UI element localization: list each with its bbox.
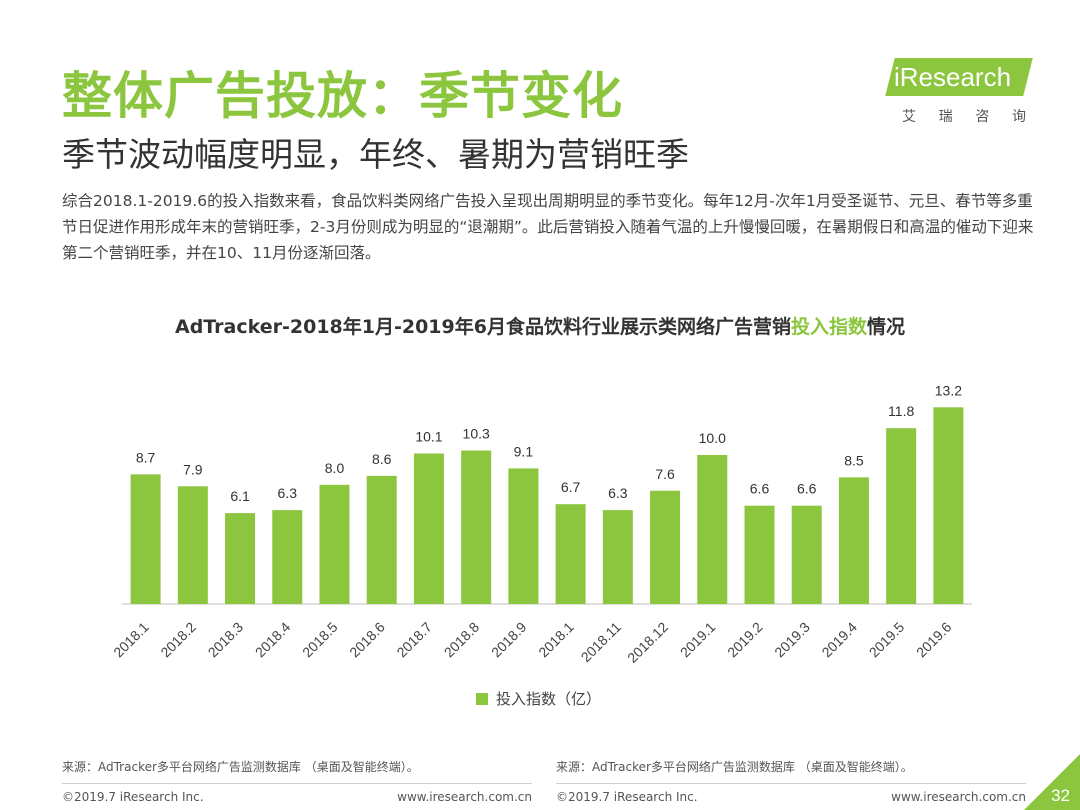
bar-2018.11	[602, 510, 633, 604]
footer-copyright: ©2019.7 iResearch Inc.	[62, 790, 204, 804]
chart-title-main: AdTracker-2018年1月-2019年6月食品饮料行业展示类网络广告营销	[174, 316, 791, 338]
category-label: 2018.6	[346, 619, 388, 661]
footer-divider	[62, 783, 532, 784]
bar-2019.6	[933, 407, 964, 604]
logo-cn-char: 咨	[975, 109, 990, 125]
data-label: 8.5	[844, 452, 864, 468]
footer-left: 来源：AdTracker多平台网络广告监测数据库 （桌面及智能终端）。 ©201…	[62, 758, 532, 804]
category-label: 2018.7	[393, 619, 435, 661]
bar-2019.5	[886, 428, 917, 604]
bar-2018.4	[272, 510, 303, 604]
data-label: 8.7	[136, 449, 156, 465]
bar-2018.1	[555, 504, 586, 604]
chart-title: AdTracker-2018年1月-2019年6月食品饮料行业展示类网络广告营销…	[0, 312, 1080, 339]
bar-2019.1	[697, 455, 728, 604]
bar-2018.2	[177, 486, 208, 604]
footer-divider	[556, 783, 1026, 784]
bar-chart: 8.7 2018.1 7.9 2018.2 6.1 2018.3 6.3 2018.4 8.0 2…	[110, 382, 972, 666]
data-label: 6.1	[230, 488, 250, 504]
category-label: 2018.4	[252, 619, 294, 661]
bar-2018.9	[508, 468, 539, 604]
category-label: 2019.6	[913, 619, 955, 661]
category-label: 2018.8	[441, 619, 483, 661]
data-label: 9.1	[514, 443, 534, 459]
data-label: 6.6	[750, 481, 770, 497]
category-label: 2018.5	[299, 619, 341, 661]
category-label: 2018.11	[578, 619, 625, 666]
corner-accent	[1024, 754, 1080, 810]
chart-title-highlight: 投入指数	[790, 316, 867, 338]
bar-2018.7	[413, 453, 444, 604]
data-label: 13.2	[935, 382, 962, 398]
chart-title-suffix: 情况	[867, 316, 906, 338]
logo-cn-char: 瑞	[938, 109, 953, 125]
bar-2018.5	[319, 484, 350, 604]
summary-paragraph: 综合2018.1-2019.6的投入指数来看，食品饮料类网络广告投入呈现出周期明…	[62, 192, 1034, 262]
footer-source: 来源：AdTracker多平台网络广告监测数据库 （桌面及智能终端）。	[62, 760, 419, 774]
footer-url[interactable]: www.iresearch.com.cn	[397, 790, 532, 804]
category-label: 2018.1	[535, 619, 577, 661]
logo-cn-char: 艾	[902, 109, 916, 125]
page-number: 32	[1051, 786, 1070, 805]
data-label: 10.3	[463, 426, 490, 442]
bar-2018.6	[366, 475, 397, 604]
bar-2019.3	[791, 505, 822, 604]
footer-source: 来源：AdTracker多平台网络广告监测数据库 （桌面及智能终端）。	[556, 760, 913, 774]
category-label: 2019.2	[724, 619, 766, 661]
category-label: 2019.5	[866, 619, 908, 661]
category-label: 2018.3	[205, 619, 247, 661]
category-label: 2018.2	[157, 619, 199, 661]
category-label: 2018.9	[488, 619, 530, 661]
data-label: 6.6	[797, 481, 817, 497]
data-label: 10.0	[699, 430, 726, 446]
bar-2018.1	[130, 474, 161, 604]
legend-swatch	[476, 692, 488, 705]
data-label: 6.3	[278, 485, 298, 501]
chart-legend: 投入指数（亿）	[476, 688, 601, 709]
category-label: 2019.1	[677, 619, 719, 661]
data-label: 6.7	[561, 479, 581, 495]
category-label: 2018.1	[110, 619, 152, 661]
iresearch-logo: iResearch 艾 瑞 咨 询	[884, 58, 1034, 128]
data-label: 7.9	[183, 461, 203, 477]
data-label: 6.3	[608, 485, 628, 501]
bar-2018.8	[461, 450, 492, 604]
data-label: 10.1	[415, 429, 442, 445]
data-label: 8.0	[325, 460, 345, 476]
category-label: 2018.12	[624, 619, 671, 666]
footer-right: 来源：AdTracker多平台网络广告监测数据库 （桌面及智能终端）。 ©201…	[556, 758, 1026, 804]
page-title: 整体广告投放：季节变化	[62, 67, 623, 125]
category-label: 2019.3	[771, 619, 813, 661]
bar-2019.4	[838, 477, 869, 604]
data-label: 8.6	[372, 451, 392, 467]
data-label: 11.8	[888, 403, 914, 419]
footer-url[interactable]: www.iresearch.com.cn	[891, 790, 1026, 804]
logo-cn-char: 询	[1011, 109, 1026, 125]
bar-2018.3	[225, 513, 256, 604]
legend-label: 投入指数（亿）	[496, 690, 602, 708]
data-label: 7.6	[655, 466, 675, 482]
bar-2018.12	[650, 490, 681, 604]
category-label: 2019.4	[818, 619, 860, 661]
footer-copyright: ©2019.7 iResearch Inc.	[556, 790, 698, 804]
bar-2019.2	[744, 505, 775, 604]
page-subtitle: 季节波动幅度明显，年终、暑期为营销旺季	[62, 135, 689, 174]
logo-brand-text: iResearch	[894, 62, 1012, 92]
logo-chinese-name: 艾 瑞 咨 询	[902, 106, 1026, 126]
